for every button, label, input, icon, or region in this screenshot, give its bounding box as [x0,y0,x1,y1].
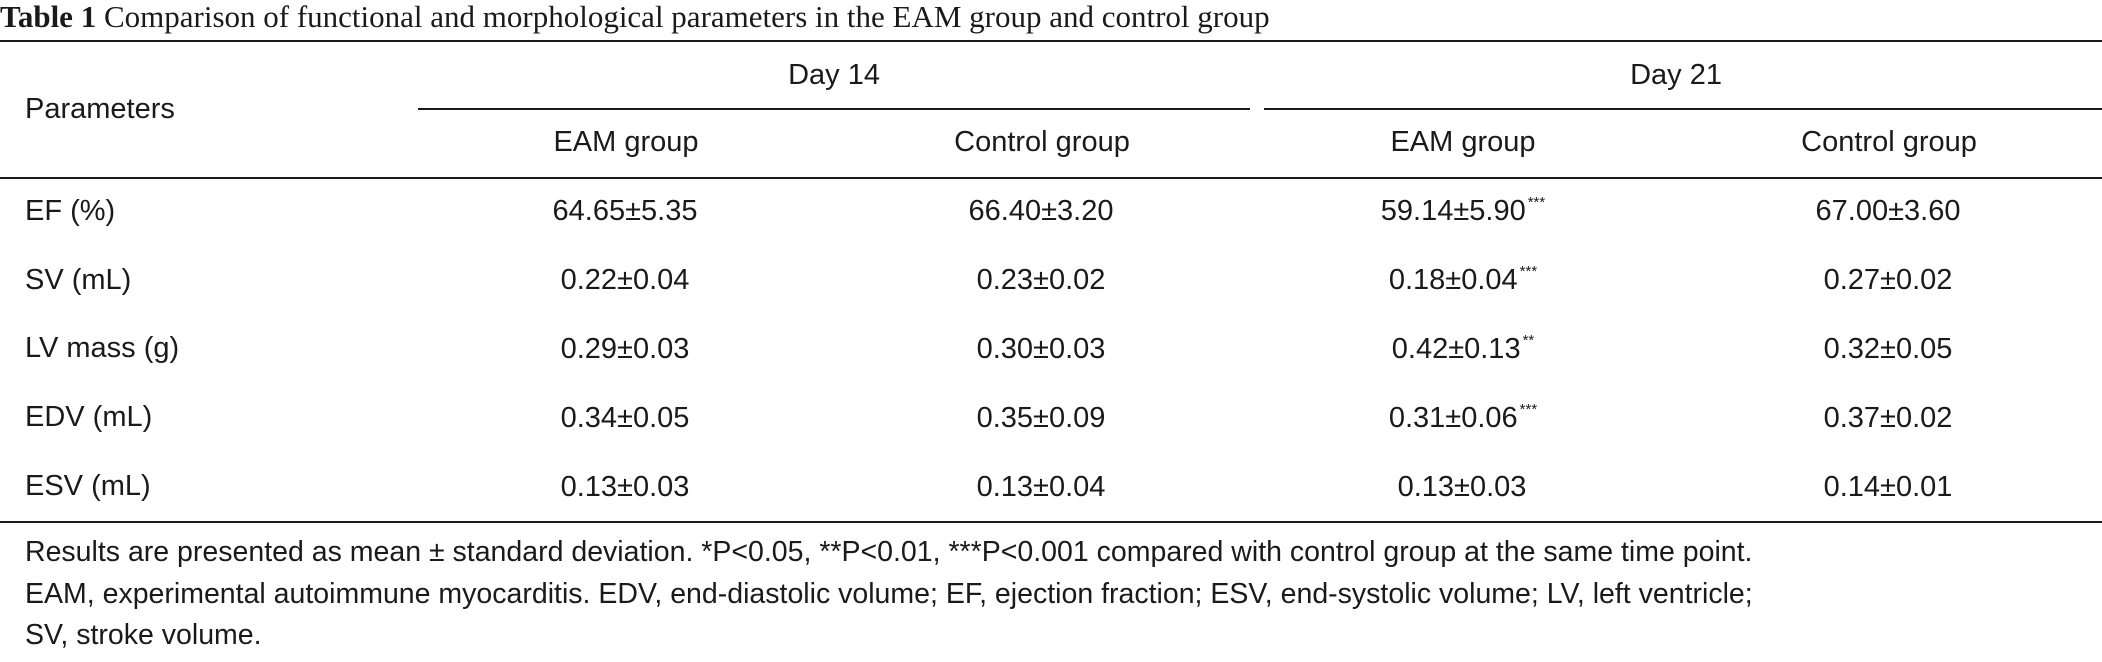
table-cell: 0.30±0.03 [834,315,1250,384]
table-top-rule [0,40,2102,42]
cell-value: 64.65±5.35 [552,195,698,228]
cell-value: 0.30±0.03 [976,332,1106,365]
table-cell: 64.65±5.35 [418,177,834,246]
table-row: LV mass (g) 0.29±0.03 0.30±0.03 0.42±0.1… [0,315,2102,384]
results-table: Parameters Day 14 Day 21 EAM group Contr… [0,42,2102,521]
table-cell: 0.32±0.05 [1676,315,2102,384]
day21-header: Day 21 [1630,58,1722,91]
day14-header: Day 14 [788,58,880,91]
table-cell: 0.34±0.05 [418,383,834,452]
cell-value: 0.23±0.02 [976,264,1106,297]
footnote-line: SV, stroke volume. [25,619,262,651]
table-caption: Table 1 Comparison of functional and mor… [0,0,1270,40]
table-caption-label: Table 1 [0,0,97,34]
significance-marker: ** [1522,331,1535,349]
cell-value: 0.35±0.09 [976,401,1106,434]
day21-span-rule [1264,108,2102,110]
table-cell: 0.23±0.02 [834,246,1250,315]
table-header-row-days: Parameters Day 14 Day 21 [0,42,2102,126]
table-cell: 0.27±0.02 [1676,246,2102,315]
table-cell: 0.18±0.04 *** [1250,246,1676,315]
table-cell: 59.14±5.90 *** [1250,177,1676,246]
table-cell: 0.22±0.04 [418,246,834,315]
table-cell: 0.42±0.13 ** [1250,315,1676,384]
cell-value: 0.27±0.02 [1823,264,1953,297]
significance-marker: *** [1527,194,1546,212]
footnote-line: EAM, experimental autoimmune myocarditis… [25,577,1753,610]
cell-value: 0.14±0.01 [1823,470,1953,503]
table-cell: 0.13±0.03 [1250,452,1676,521]
cell-value: 67.00±3.60 [1815,195,1961,228]
cell-value: 0.31±0.06 [1388,401,1518,434]
cell-value: 66.40±3.20 [968,195,1114,228]
row-label: EF (%) [25,194,116,227]
cell-value: 0.13±0.03 [560,470,690,503]
cell-value: 0.13±0.04 [976,470,1106,503]
footnote-line: Results are presented as mean ± standard… [25,536,1753,568]
table-cell: 0.29±0.03 [418,315,834,384]
table-cell: 0.31±0.06 *** [1250,383,1676,452]
cell-value: 0.18±0.04 [1388,264,1518,297]
table-cell: 0.37±0.02 [1676,383,2102,452]
table-caption-title: Comparison of functional and morphologic… [103,0,1270,34]
table-row: SV (mL) 0.22±0.04 0.23±0.02 0.18±0.04 ***… [0,246,2102,315]
table-cell: 66.40±3.20 [834,177,1250,246]
cell-value: 0.22±0.04 [560,264,690,297]
cell-value: 0.34±0.05 [560,401,690,434]
cell-value: 0.29±0.03 [560,332,690,365]
table-footnote: Results are presented as mean ± standard… [25,532,2097,657]
parameters-header: Parameters [25,93,175,125]
day14-span-rule [418,108,1250,110]
table-cell: 0.14±0.01 [1676,452,2102,521]
table-bottom-rule [0,521,2102,523]
day21-control-group-header: Control group [1801,126,1977,158]
row-label: LV mass (g) [25,332,180,365]
table-row: EDV (mL) 0.34±0.05 0.35±0.09 0.31±0.06 **… [0,383,2102,452]
cell-value: 0.13±0.03 [1397,470,1527,503]
table-header-rule [0,177,2102,179]
row-label: SV (mL) [25,263,132,296]
table-row: EF (%) 64.65±5.35 66.40±3.20 59.14±5.90 *… [0,177,2102,246]
table-cell: 67.00±3.60 [1676,177,2102,246]
cell-value: 0.32±0.05 [1823,332,1953,365]
table-row: ESV (mL) 0.13±0.03 0.13±0.04 0.13±0.03 0… [0,452,2102,521]
table-header-row-groups: EAM group Control group EAM group Contro… [0,108,2102,177]
significance-marker: *** [1519,263,1538,281]
table-cell: 0.13±0.04 [834,452,1250,521]
day21-eam-group-header: EAM group [1390,126,1536,158]
table-cell: 0.13±0.03 [418,452,834,521]
cell-value: 59.14±5.90 [1380,195,1526,228]
day14-control-group-header: Control group [954,126,1130,158]
significance-marker: *** [1519,400,1538,418]
row-label: EDV (mL) [25,401,153,434]
row-label: ESV (mL) [25,470,151,503]
cell-value: 0.37±0.02 [1823,401,1953,434]
table-cell: 0.35±0.09 [834,383,1250,452]
day14-eam-group-header: EAM group [553,126,699,158]
cell-value: 0.42±0.13 [1391,332,1521,365]
